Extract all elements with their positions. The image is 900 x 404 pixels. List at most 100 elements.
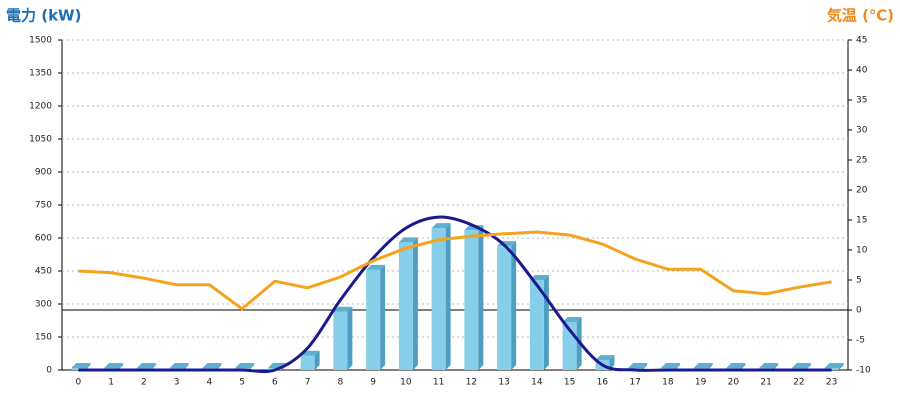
- y-tick-label: 1200: [29, 102, 52, 112]
- bar-top: [660, 363, 680, 368]
- x-tick-label: 19: [695, 378, 707, 388]
- bar-side: [445, 223, 451, 370]
- y-tick-label: 1500: [29, 36, 52, 46]
- bar-top: [235, 363, 255, 368]
- bar: [366, 264, 386, 370]
- x-tick-label: 12: [466, 378, 477, 388]
- bar-top: [431, 223, 451, 229]
- y-tick-label: 600: [35, 234, 52, 244]
- bar-top: [693, 363, 713, 368]
- bar-top: [529, 275, 549, 281]
- x-tick-label: 13: [498, 378, 509, 388]
- bar-side: [674, 363, 680, 370]
- x-tick-label: 22: [793, 378, 804, 388]
- bar-side: [642, 363, 648, 370]
- power-curve: [78, 215, 832, 374]
- x-tick-label: 18: [662, 378, 674, 388]
- bar-top: [824, 363, 844, 368]
- x-tick-label: 7: [305, 378, 311, 388]
- bar-top: [104, 363, 124, 368]
- x-tick-label: 3: [174, 378, 180, 388]
- x-tick-label: 15: [564, 378, 575, 388]
- bar: [398, 237, 418, 370]
- y2-tick-label: 25: [856, 156, 867, 166]
- bar-front: [300, 355, 315, 370]
- bar-side: [707, 363, 713, 370]
- x-tick-label: 4: [207, 378, 213, 388]
- x-tick-label: 8: [338, 378, 344, 388]
- y2-tick-label: -10: [856, 366, 871, 376]
- bar-side: [183, 363, 189, 370]
- bar-side: [543, 275, 549, 370]
- bar-top: [136, 363, 156, 368]
- bar-side: [380, 264, 386, 370]
- y2-tick-label: 40: [856, 66, 868, 76]
- bar-side: [511, 241, 517, 370]
- bar-side: [773, 363, 779, 370]
- y2-tick-label: 5: [856, 276, 862, 286]
- y2-tick-label: 20: [856, 186, 868, 196]
- bar-side: [412, 237, 418, 370]
- bar-front: [431, 228, 446, 370]
- y-tick-label: 150: [35, 333, 52, 343]
- bar-side: [85, 363, 91, 370]
- bar-front: [398, 242, 413, 370]
- x-tick-label: 1: [108, 378, 114, 388]
- x-tick-label: 5: [239, 378, 245, 388]
- bar-top: [791, 363, 811, 368]
- x-tick-label: 10: [400, 378, 412, 388]
- bar-top: [628, 363, 648, 368]
- bar-top: [759, 363, 779, 368]
- bar-top: [726, 363, 746, 368]
- bar-front: [497, 246, 512, 370]
- bar: [333, 306, 353, 370]
- x-tick-label: 6: [272, 378, 278, 388]
- bar-side: [216, 363, 222, 370]
- bar-side: [150, 363, 156, 370]
- bar-top: [366, 264, 386, 270]
- x-tick-label: 23: [826, 378, 837, 388]
- bar-top: [202, 363, 222, 368]
- bar-side: [740, 363, 746, 370]
- bar-top: [169, 363, 189, 368]
- y-tick-label: 0: [46, 366, 52, 376]
- bar: [464, 225, 484, 370]
- y2-axis-title: 気温 (℃): [827, 7, 894, 25]
- y-axis-title: 電力 (kW): [6, 7, 81, 25]
- x-tick-label: 20: [728, 378, 740, 388]
- x-tick-label: 0: [76, 378, 82, 388]
- bar-side: [347, 306, 353, 370]
- x-tick-label: 21: [760, 378, 771, 388]
- y2-tick-label: -5: [856, 336, 865, 346]
- x-tick-label: 2: [141, 378, 147, 388]
- bar-top: [562, 317, 582, 323]
- bar: [497, 241, 517, 370]
- bar-side: [314, 350, 320, 370]
- y2-tick-label: 15: [856, 216, 867, 226]
- x-tick-label: 16: [597, 378, 609, 388]
- bar-top: [333, 306, 353, 312]
- x-tick-label: 17: [629, 378, 640, 388]
- bar-side: [478, 225, 484, 370]
- bar-front: [366, 269, 381, 370]
- bar: [431, 223, 451, 370]
- y-tick-label: 750: [35, 201, 52, 211]
- bar-top: [71, 363, 91, 368]
- y-tick-label: 1050: [29, 135, 52, 145]
- x-tick-label: 9: [370, 378, 376, 388]
- bar-side: [609, 355, 615, 370]
- bar-front: [333, 311, 348, 370]
- y2-tick-label: 35: [856, 96, 867, 106]
- y2-tick-label: 45: [856, 36, 867, 46]
- y2-tick-label: 30: [856, 126, 868, 136]
- y-tick-label: 1350: [29, 69, 52, 79]
- bar-front: [464, 230, 479, 370]
- y-tick-label: 300: [35, 300, 52, 310]
- bar-top: [595, 355, 615, 361]
- x-tick-label: 14: [531, 378, 543, 388]
- x-tick-label: 11: [433, 378, 444, 388]
- bar-side: [805, 363, 811, 370]
- bar-side: [249, 363, 255, 370]
- temperature-line: [78, 230, 832, 311]
